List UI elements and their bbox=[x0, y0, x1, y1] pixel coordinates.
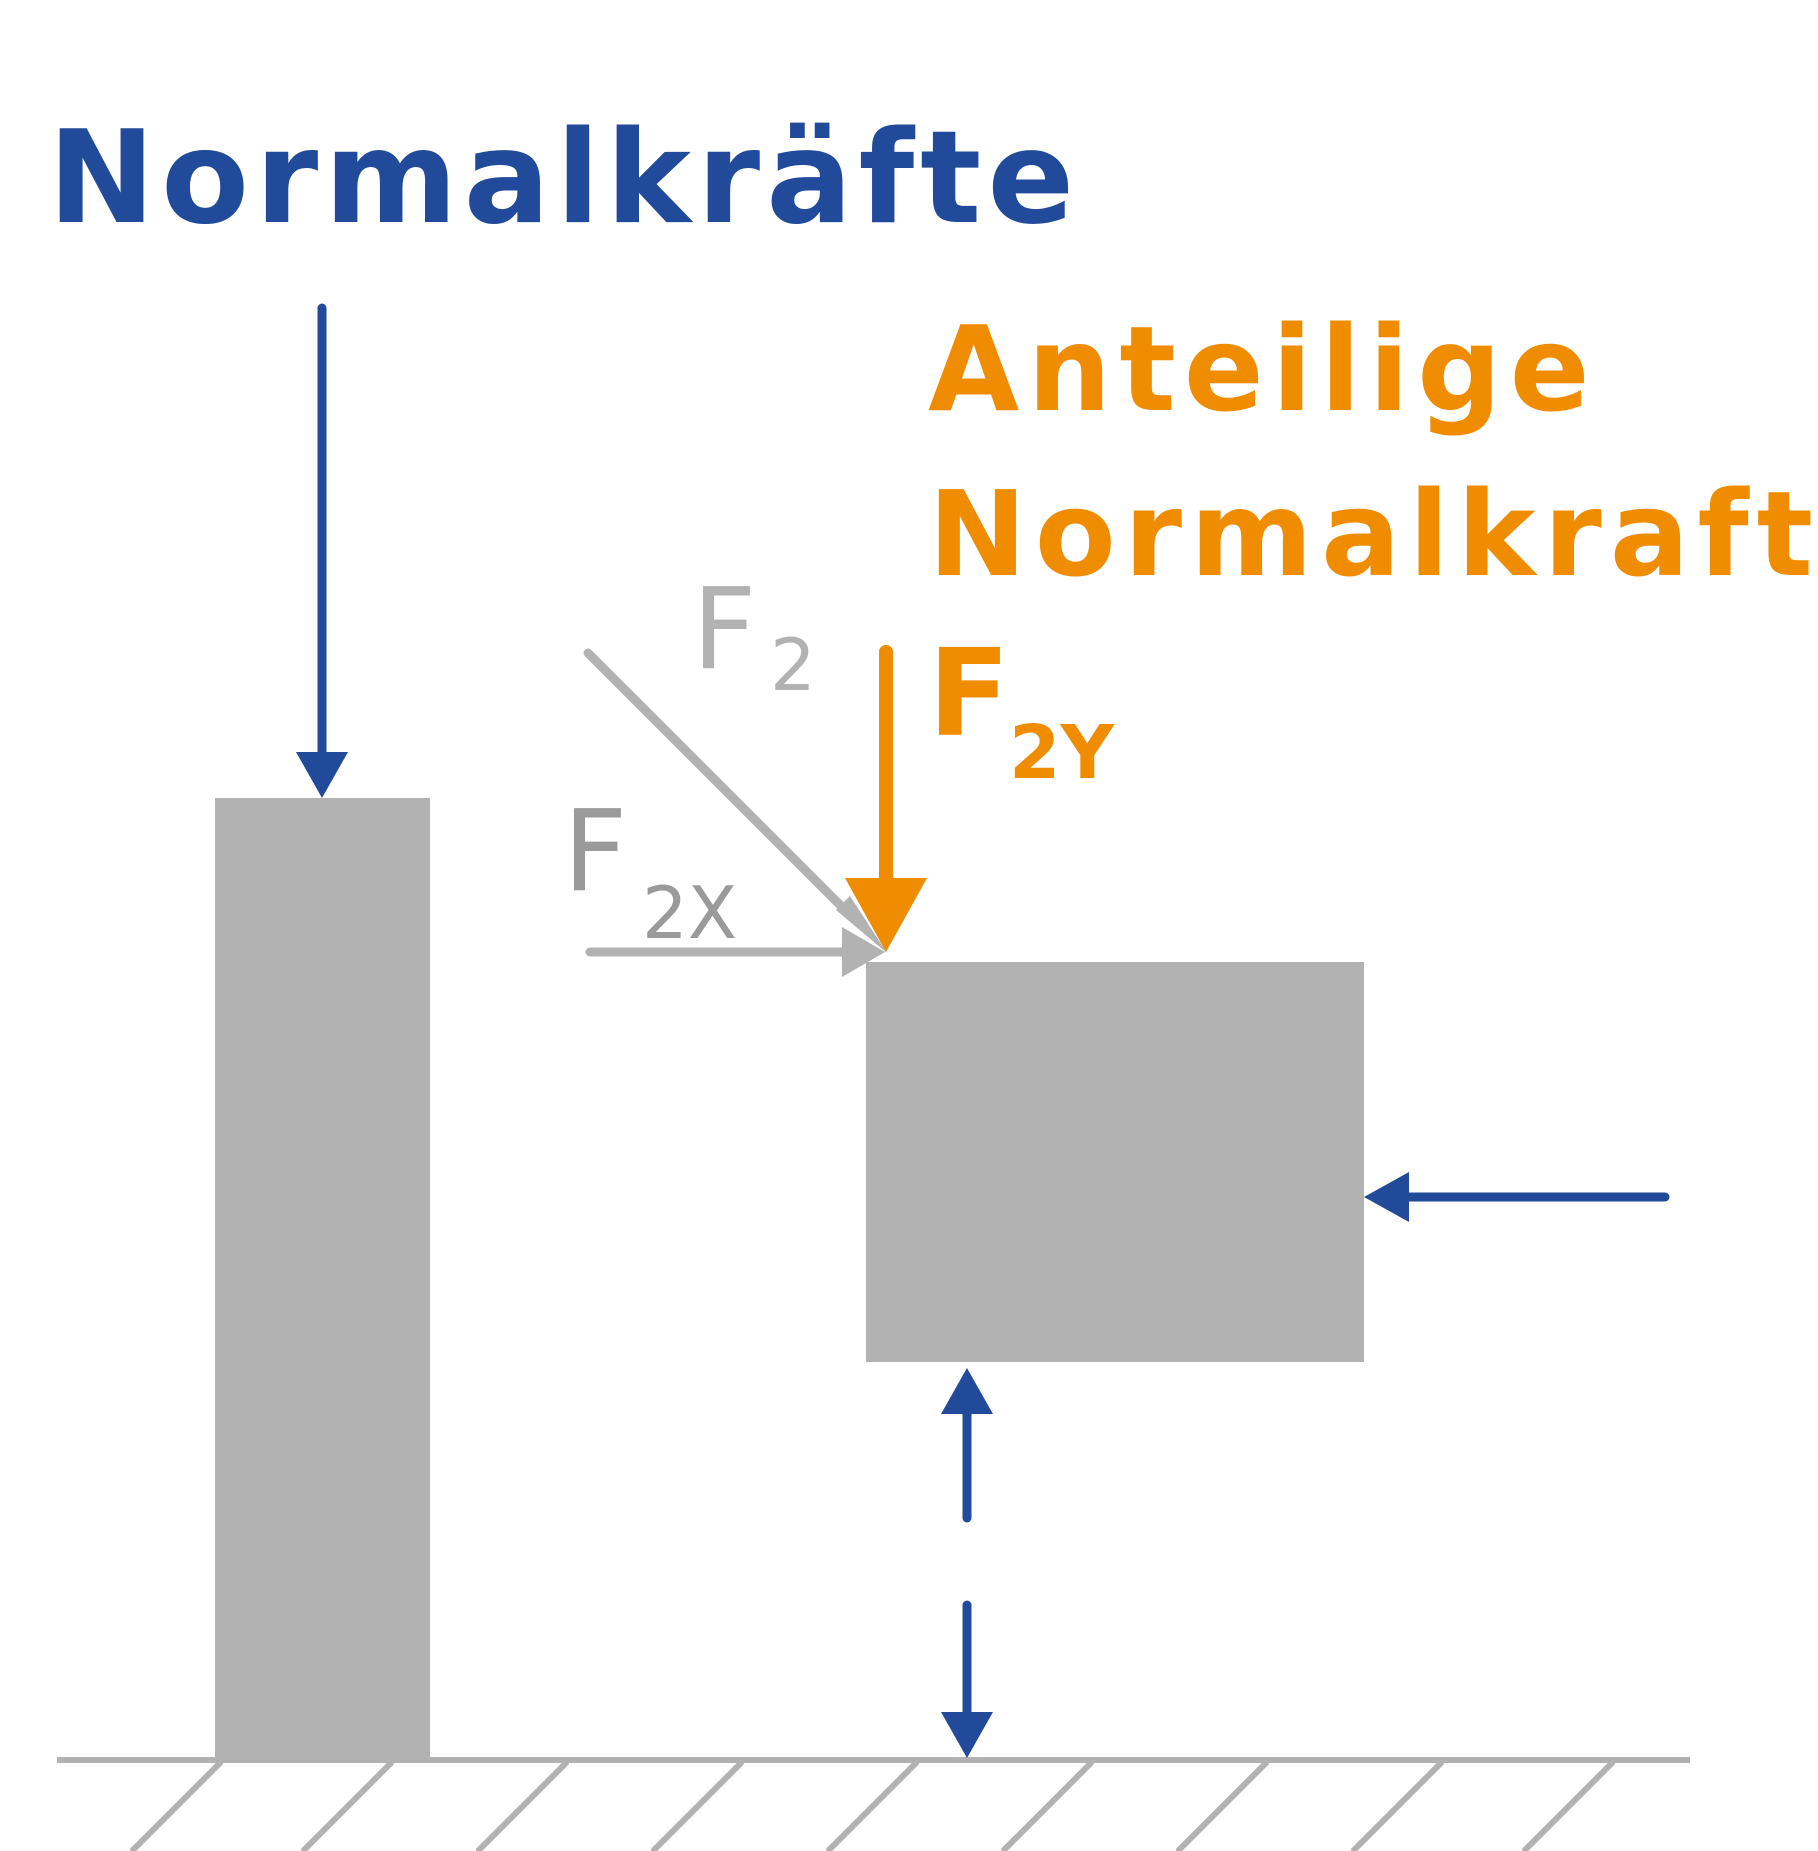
highlight-line-1: Anteilige bbox=[928, 300, 1598, 438]
f2-force-arrow bbox=[583, 648, 887, 953]
ground-hatching bbox=[130, 1760, 1615, 1851]
f2x-label: F 2X bbox=[563, 787, 737, 955]
normal-force-top-arrow bbox=[296, 303, 348, 798]
normal-force-ground-arrow bbox=[941, 1600, 993, 1758]
title: Normalkräfte bbox=[48, 104, 1080, 253]
f2-label-sub: 2 bbox=[770, 623, 816, 707]
f2x-label-sub: 2X bbox=[642, 871, 737, 955]
normal-force-side-arrow bbox=[1364, 1172, 1670, 1222]
wide-block bbox=[866, 962, 1364, 1362]
normal-force-bottom-up-arrow bbox=[941, 1368, 993, 1523]
f2x-label-main: F bbox=[563, 787, 627, 917]
f2-label: F 2 bbox=[692, 565, 816, 707]
f2y-label: F 2Y bbox=[928, 625, 1115, 796]
tall-block bbox=[215, 798, 430, 1760]
f2-label-main: F bbox=[692, 565, 756, 695]
f2y-label-sub: 2Y bbox=[1009, 710, 1115, 796]
highlight-line-2: Normalkraft bbox=[928, 465, 1818, 603]
f2y-force-arrow bbox=[845, 645, 927, 952]
f2y-label-main: F bbox=[928, 625, 1010, 764]
f2x-force-arrow bbox=[585, 927, 885, 977]
